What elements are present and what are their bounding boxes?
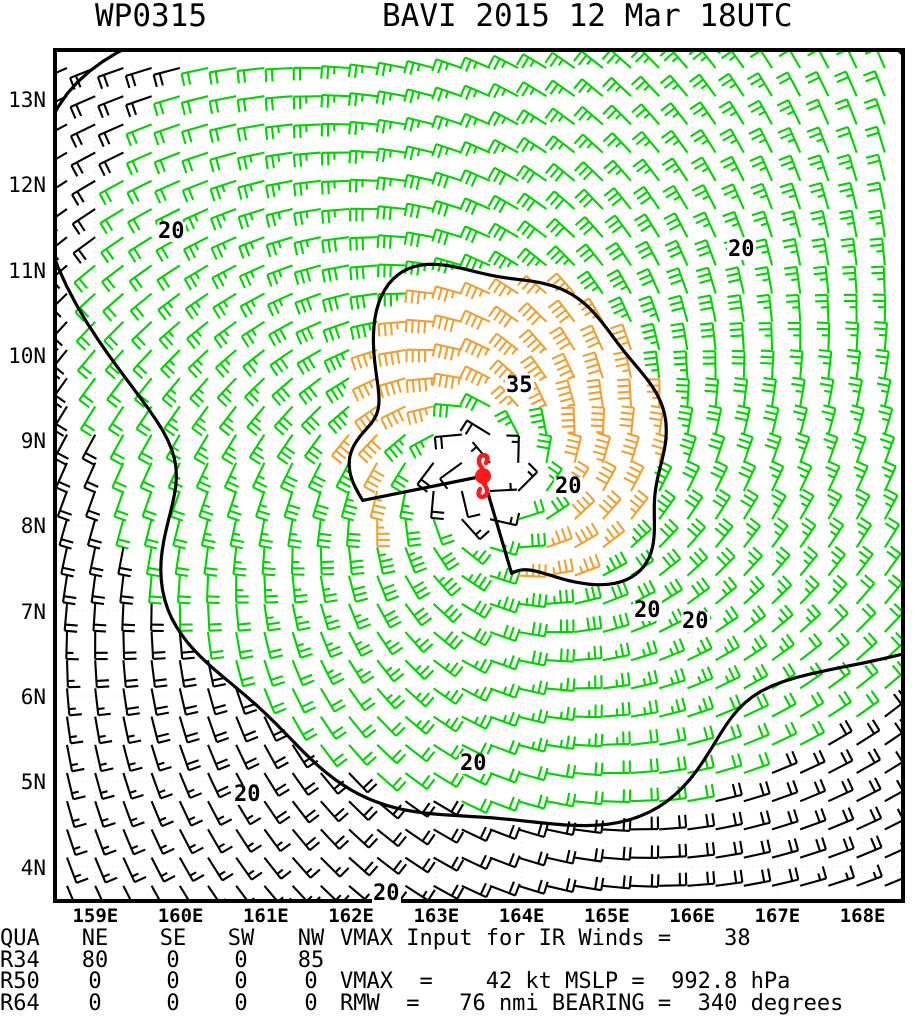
contour-label: 20 [681,612,710,632]
storm-id-title: WP0315 [95,0,207,34]
detail-text: VMAX = 42 kt MSLP = 992.8 hPa [340,971,918,993]
y-axis-tick-label: 4N [0,856,46,880]
chart-title-bar: WP0315 BAVI 2015 12 Mar 18UTC [0,0,918,40]
ne-value: 0 [72,971,118,993]
se-value: 0 [150,971,196,993]
y-axis-tick-label: 13N [0,88,46,112]
contour-label: 20 [727,240,756,260]
y-axis-tick-label: 7N [0,600,46,624]
y-axis-labels: 13N 12N 11N 10N 9N 8N 7N 6N 5N 4N [0,0,53,1014]
x-axis-tick-label: 163E [396,905,476,927]
nw-value: 0 [288,993,334,1015]
contour-label: 20 [459,754,488,774]
row-label: R64 [0,993,70,1015]
x-axis-tick-label: 165E [567,905,647,927]
x-axis-tick-label: 160E [141,905,221,927]
row-label: R34 [0,950,70,972]
x-axis-tick-label: 162E [311,905,391,927]
contour-label: 20 [372,884,401,904]
y-axis-tick-label: 11N [0,259,46,283]
se-value: SE [150,928,196,950]
x-axis-tick-label: 159E [55,905,135,927]
contour-label: 20 [554,477,583,497]
sw-value: 0 [218,993,264,1015]
x-axis-tick-label: 168E [823,905,903,927]
y-axis-tick-label: 5N [0,770,46,794]
storm-center-symbol [475,455,491,497]
contour-label: 20 [157,222,186,242]
sw-value: 0 [218,950,264,972]
detail-text: RMW = 76 nmi BEARING = 340 degrees [340,993,918,1015]
nw-value: 85 [288,950,334,972]
y-axis-tick-label: 10N [0,344,46,368]
x-axis-tick-label: 161E [226,905,306,927]
se-value: 0 [150,950,196,972]
nw-value: 0 [288,971,334,993]
ne-value: 80 [72,950,118,972]
x-axis-tick-label: 166E [652,905,732,927]
sw-value: 0 [218,971,264,993]
y-axis-tick-label: 12N [0,173,46,197]
contour-label: 35 [505,376,534,396]
y-axis-tick-label: 9N [0,429,46,453]
y-axis-tick-label: 6N [0,685,46,709]
row-label: QUA [0,928,70,950]
row-label: R50 [0,971,70,993]
y-axis-tick-label: 8N [0,514,46,538]
x-axis-tick-label: 167E [737,905,817,927]
nw-value: NW [288,928,334,950]
sw-value: SW [218,928,264,950]
x-axis-tick-label: 164E [482,905,562,927]
contour-label: 20 [233,785,262,805]
storm-info-title: BAVI 2015 12 Mar 18UTC [382,0,793,34]
se-value: 0 [150,993,196,1015]
detail-text: VMAX Input for IR Winds = 38 [340,928,918,950]
ne-value: 0 [72,993,118,1015]
ne-value: NE [72,928,118,950]
contour-label: 20 [633,601,662,621]
